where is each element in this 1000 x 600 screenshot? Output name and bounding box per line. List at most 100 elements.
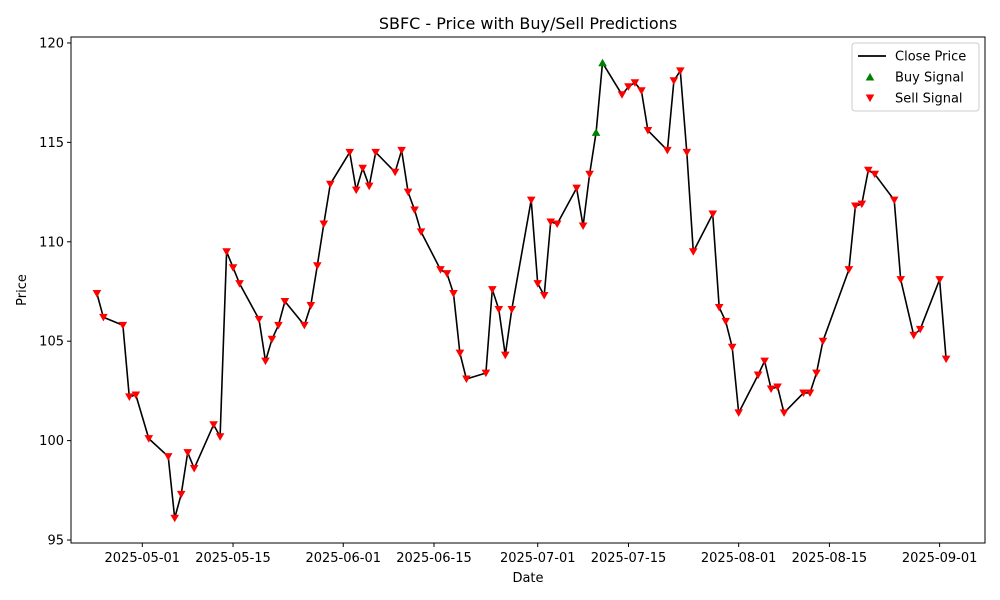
sell-signal-marker: [449, 290, 458, 298]
x-tick-label: 2025-05-15: [195, 551, 271, 566]
sell-signal-marker: [397, 146, 406, 155]
sell-signal-marker: [267, 335, 277, 344]
sell-signal-marker: [533, 280, 543, 288]
sell-signal-marker: [721, 317, 731, 326]
sell-signal-marker: [235, 280, 244, 288]
sell-signal-marker: [254, 315, 264, 324]
sell-signal-marker: [306, 301, 316, 310]
sell-signal-marker: [501, 351, 510, 360]
x-tick-label: 2025-06-01: [305, 551, 381, 566]
sell-signal-marker: [727, 343, 737, 352]
axes-frame: [70, 36, 986, 544]
sell-signal-marker: [676, 67, 685, 75]
sell-signal-marker: [170, 514, 180, 523]
legend-box: [851, 42, 980, 112]
legend-swatch-marker: [865, 94, 875, 103]
sell-signal-marker: [630, 79, 640, 87]
sell-signal-marker: [131, 391, 141, 399]
x-tick-label: 2025-07-01: [500, 551, 576, 566]
sell-signal-marker: [552, 220, 562, 228]
sell-signal-marker: [274, 321, 283, 330]
sell-signal-marker: [261, 357, 270, 366]
sell-signal-marker: [364, 182, 374, 191]
sell-signal-marker: [909, 331, 918, 340]
sell-signal-marker: [163, 453, 173, 461]
sell-signal-marker: [222, 248, 231, 256]
y-tick-label: 95: [47, 534, 64, 549]
sell-signal-marker: [870, 170, 880, 179]
sell-signal-marker: [864, 166, 873, 175]
sell-signal-marker: [572, 184, 581, 193]
legend-label: Buy Signal: [895, 71, 964, 86]
chart-title: SBFC - Price with Buy/Sell Predictions: [379, 14, 677, 33]
sell-signal-marker: [410, 206, 419, 215]
sell-signal-marker: [507, 305, 517, 314]
sell-signal-marker: [688, 248, 698, 256]
buy-signal-marker: [591, 128, 601, 136]
sell-signal-marker: [390, 168, 400, 177]
sell-signal-marker: [915, 325, 925, 334]
y-tick-label: 115: [39, 136, 64, 151]
sell-signal-marker: [176, 490, 186, 499]
sell-signal-marker: [617, 91, 627, 99]
sell-signal-marker: [228, 264, 238, 272]
sell-signal-marker: [643, 127, 653, 135]
sell-signal-marker: [371, 148, 380, 157]
sell-signal-marker: [812, 369, 821, 378]
sell-signal-marker: [889, 196, 899, 205]
sell-signal-marker: [669, 77, 679, 85]
sell-signal-marker: [442, 270, 452, 278]
sell-signal-marker: [462, 375, 471, 384]
sell-signal-marker: [637, 87, 646, 95]
sell-signal-marker: [578, 222, 588, 230]
legend-label: Sell Signal: [895, 92, 963, 107]
x-tick-label: 2025-06-15: [396, 551, 472, 566]
sell-signal-marker: [663, 146, 672, 155]
sell-signal-marker: [585, 170, 594, 179]
sell-signal-marker: [325, 180, 335, 189]
sell-signal-marker: [766, 385, 776, 393]
axes: 95 100 105 110 115 120 2025-05-01 2025-05-15 202…: [39, 36, 986, 566]
y-axis-label: Price: [15, 274, 30, 306]
sell-signal-marker: [125, 393, 134, 401]
x-tick-label: 2025-09-01: [902, 551, 978, 566]
plot-area: [92, 58, 951, 523]
sell-signal-marker: [481, 369, 491, 378]
x-axis-label: Date: [512, 571, 543, 586]
sell-signal-marker: [144, 435, 154, 443]
sell-signal-marker: [300, 321, 309, 330]
sell-signal-marker: [92, 290, 102, 298]
sell-signal-marker: [941, 355, 951, 364]
sell-signal-marker: [779, 409, 789, 417]
sell-signal-marker: [760, 357, 769, 366]
sell-signal-marker: [280, 297, 290, 306]
sell-signal-marker: [209, 421, 218, 429]
sell-signal-marker: [455, 349, 465, 358]
buy-signal-markers: [591, 58, 607, 136]
sell-signal-marker: [734, 409, 743, 417]
sell-signal-marker: [189, 465, 199, 473]
legend: Close Price Buy Signal Sell Signal: [851, 42, 980, 112]
legend-swatch-marker: [865, 72, 875, 81]
sell-signal-marker: [857, 200, 867, 209]
y-tick-label: 120: [39, 36, 64, 51]
sell-signal-marker: [319, 220, 329, 228]
x-tick-label: 2025-05-01: [105, 551, 181, 566]
sell-signal-marker: [494, 305, 504, 314]
sell-signal-marker: [526, 196, 536, 205]
x-tick-label: 2025-08-15: [792, 551, 868, 566]
sell-signal-marker: [215, 433, 225, 441]
sell-signal-marker: [682, 148, 692, 157]
legend-label: Close Price: [895, 50, 966, 65]
x-tick-label: 2025-08-01: [701, 551, 777, 566]
sell-signal-marker: [403, 188, 413, 197]
y-tick-label: 105: [39, 335, 64, 350]
buy-signal-marker: [598, 58, 607, 67]
sell-signal-marker: [436, 266, 445, 274]
sell-signal-marker: [773, 383, 782, 392]
sell-signal-marker: [753, 371, 763, 380]
sell-signal-marker: [118, 321, 128, 330]
sell-signal-marker: [896, 276, 906, 284]
